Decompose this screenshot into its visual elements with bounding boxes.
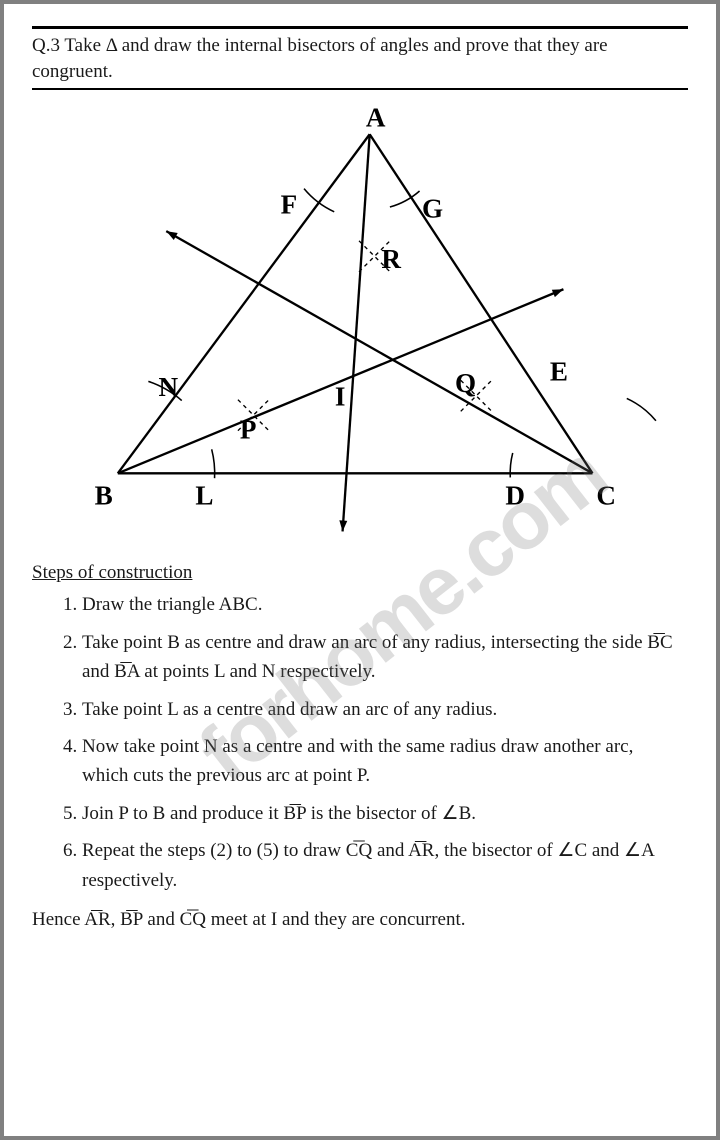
svg-text:E: E [550,357,568,387]
question-text: Q.3 Take Δ and draw the internal bisecto… [32,33,688,84]
svg-text:G: G [422,194,443,224]
svg-text:N: N [159,372,179,402]
steps-list: Draw the triangle ABC. Take point B as ce… [60,590,688,895]
rule-top [32,26,688,29]
svg-text:C: C [596,481,616,511]
svg-text:L: L [195,481,213,511]
step-item: Take point L as a centre and draw an arc… [82,695,674,724]
svg-text:B: B [95,481,113,511]
step-item: Take point B as centre and draw an arc o… [82,628,674,687]
svg-text:I: I [335,382,346,412]
conclusion-text: Hence A͞R, B͞P and C͞Q meet at I and the… [32,909,688,931]
step-item: Repeat the steps (2) to (5) to draw C͞Q … [82,836,674,895]
figure-container: A B C I F GR N L P D E Q [32,98,688,558]
step-item: Draw the triangle ABC. [82,590,674,619]
triangle-construction-figure: A B C I F GR N L P D E Q [50,98,670,558]
svg-text:A: A [366,103,386,133]
svg-text:R: R [381,244,401,274]
svg-text:D: D [505,481,525,511]
svg-text:Q: Q [455,368,476,398]
steps-heading: Steps of construction [32,562,688,584]
step-item: Now take point N as a centre and with th… [82,732,674,791]
svg-text:F: F [281,190,298,220]
rule-under-question [32,88,688,90]
svg-text:P: P [240,415,257,445]
step-item: Join P to B and produce it B͞P is the bi… [82,799,674,828]
page-content: Q.3 Take Δ and draw the internal bisecto… [4,4,716,951]
